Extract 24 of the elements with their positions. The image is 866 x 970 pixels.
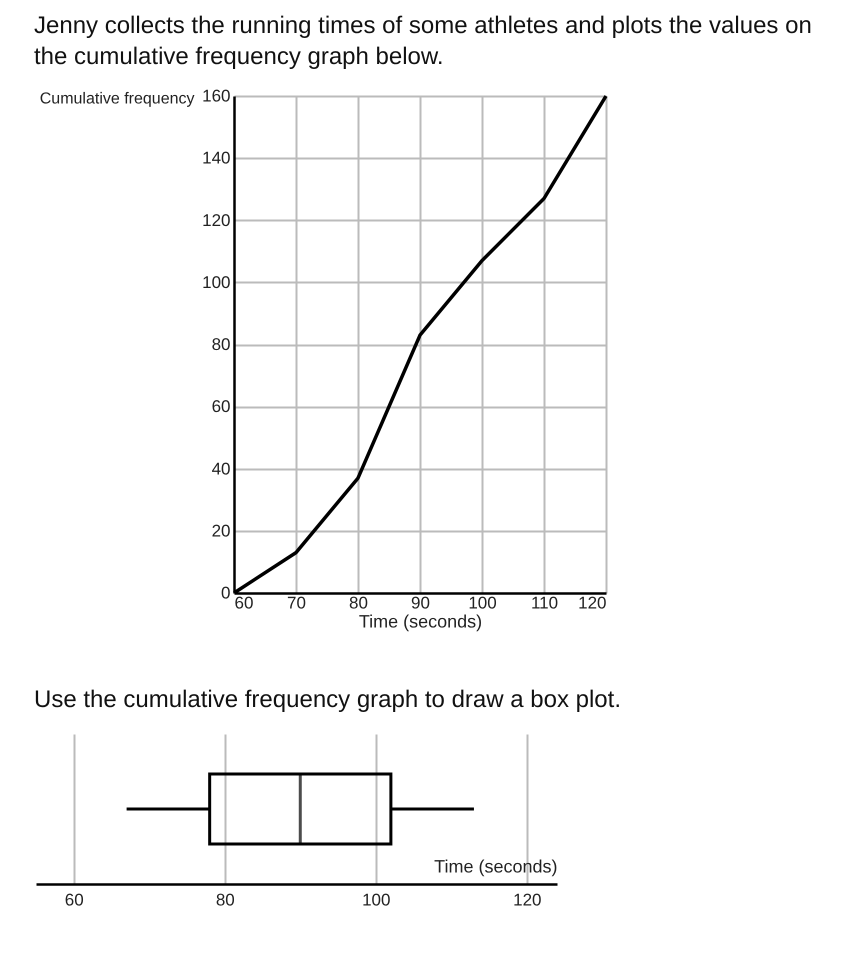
chart-title: Jenny collects the running times of some athletes and plots the values on the cumulative frequency graph below.: [34, 11, 813, 72]
x-axis-title: Time (seconds): [358, 612, 482, 632]
x-tick-label: 70: [287, 594, 306, 612]
x-tick-label: 100: [362, 890, 390, 910]
y-tick-label: 120: [202, 210, 230, 230]
y-tick-label: 0: [221, 584, 230, 602]
x-tick-label: 60: [64, 890, 84, 910]
y-axis-title: Cumulative frequency: [40, 90, 194, 108]
x-tick-label: 120: [578, 594, 606, 612]
y-tick-label: 140: [202, 148, 230, 168]
y-tick-label: 60: [212, 397, 230, 416]
y-tick-label: 160: [202, 86, 230, 106]
x-tick-label: 110: [530, 594, 558, 612]
y-tick-label: 80: [212, 335, 230, 354]
x-tick-label: 80: [349, 594, 368, 612]
y-tick-label: 20: [212, 521, 230, 540]
chart-title: Use the cumulative frequency graph to draw a box plot.: [34, 685, 622, 715]
y-tick-label: 40: [212, 459, 230, 478]
x-tick-label: 90: [411, 594, 430, 612]
x-axis-title: Time (seconds): [434, 856, 558, 876]
x-tick-label: 60: [234, 594, 254, 612]
x-tick-label: 100: [468, 594, 497, 612]
y-tick-label: 100: [202, 272, 230, 292]
x-tick-label: 120: [513, 890, 542, 910]
